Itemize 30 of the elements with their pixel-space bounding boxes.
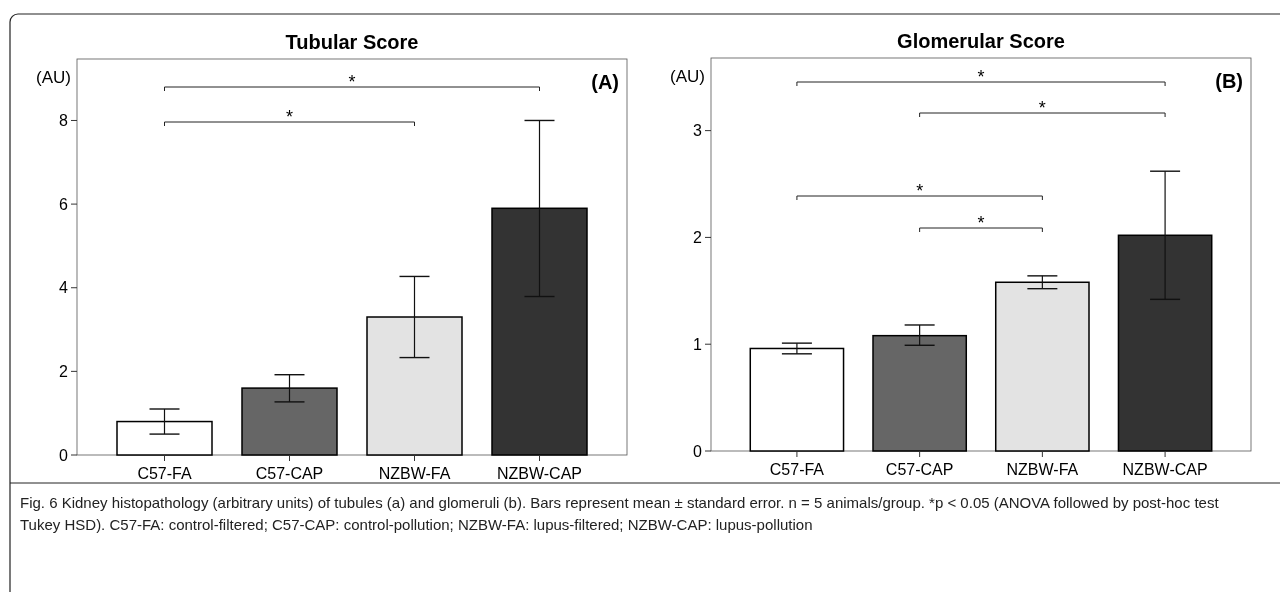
y-tick-label: 3 bbox=[693, 122, 703, 140]
x-tick-label: NZBW-FA bbox=[378, 465, 451, 482]
y-tick-label: 2 bbox=[59, 362, 69, 380]
annotation: (B) bbox=[1215, 70, 1243, 92]
x-tick-label: NZBW-FA bbox=[1006, 461, 1079, 478]
annotation: * bbox=[977, 67, 985, 87]
caption: Fig. 6 Kidney histopathology (arbitrary units) of tubules (a) and glomeruli (b). Bars represent mean ± standard error. n = 5 animals/group. *p < 0.05 (ANOVA followed by post-hoc test Tukey HSD). C57-FA: control-filtered; C57-CAP: control-pollution; NZBW-FA: lupus-filtered; NZBW-CAP: lupus-pollution bbox=[20, 493, 1220, 535]
annotation: * bbox=[916, 181, 924, 201]
annotation: * bbox=[348, 72, 356, 92]
chart-title: Tubular Score bbox=[285, 31, 419, 53]
chart-title: Glomerular Score bbox=[897, 30, 1065, 52]
x-tick-label: NZBW-CAP bbox=[1122, 461, 1208, 478]
x-tick-label: NZBW-CAP bbox=[496, 465, 583, 482]
annotation: * bbox=[285, 107, 294, 127]
y-tick-label: 1 bbox=[693, 335, 703, 353]
x-tick-label: C57-CAP bbox=[885, 461, 954, 478]
y-tick-label: 2 bbox=[693, 229, 703, 247]
y-tick-label: 0 bbox=[59, 446, 69, 464]
y-axis-title: (AU) bbox=[36, 68, 71, 87]
x-tick-label: C57-CAP bbox=[255, 465, 324, 482]
y-axis-title: (AU) bbox=[670, 67, 705, 86]
y-tick-label: 6 bbox=[59, 195, 69, 213]
y-tick-label: 8 bbox=[59, 112, 69, 130]
x-tick-label: C57-FA bbox=[769, 461, 825, 478]
annotation: * bbox=[1038, 98, 1046, 118]
y-tick-label: 4 bbox=[59, 279, 69, 297]
y-tick-label: 0 bbox=[693, 442, 703, 460]
annotation: (A) bbox=[591, 71, 619, 93]
x-tick-label: C57-FA bbox=[137, 465, 192, 482]
annotation: * bbox=[977, 213, 985, 233]
